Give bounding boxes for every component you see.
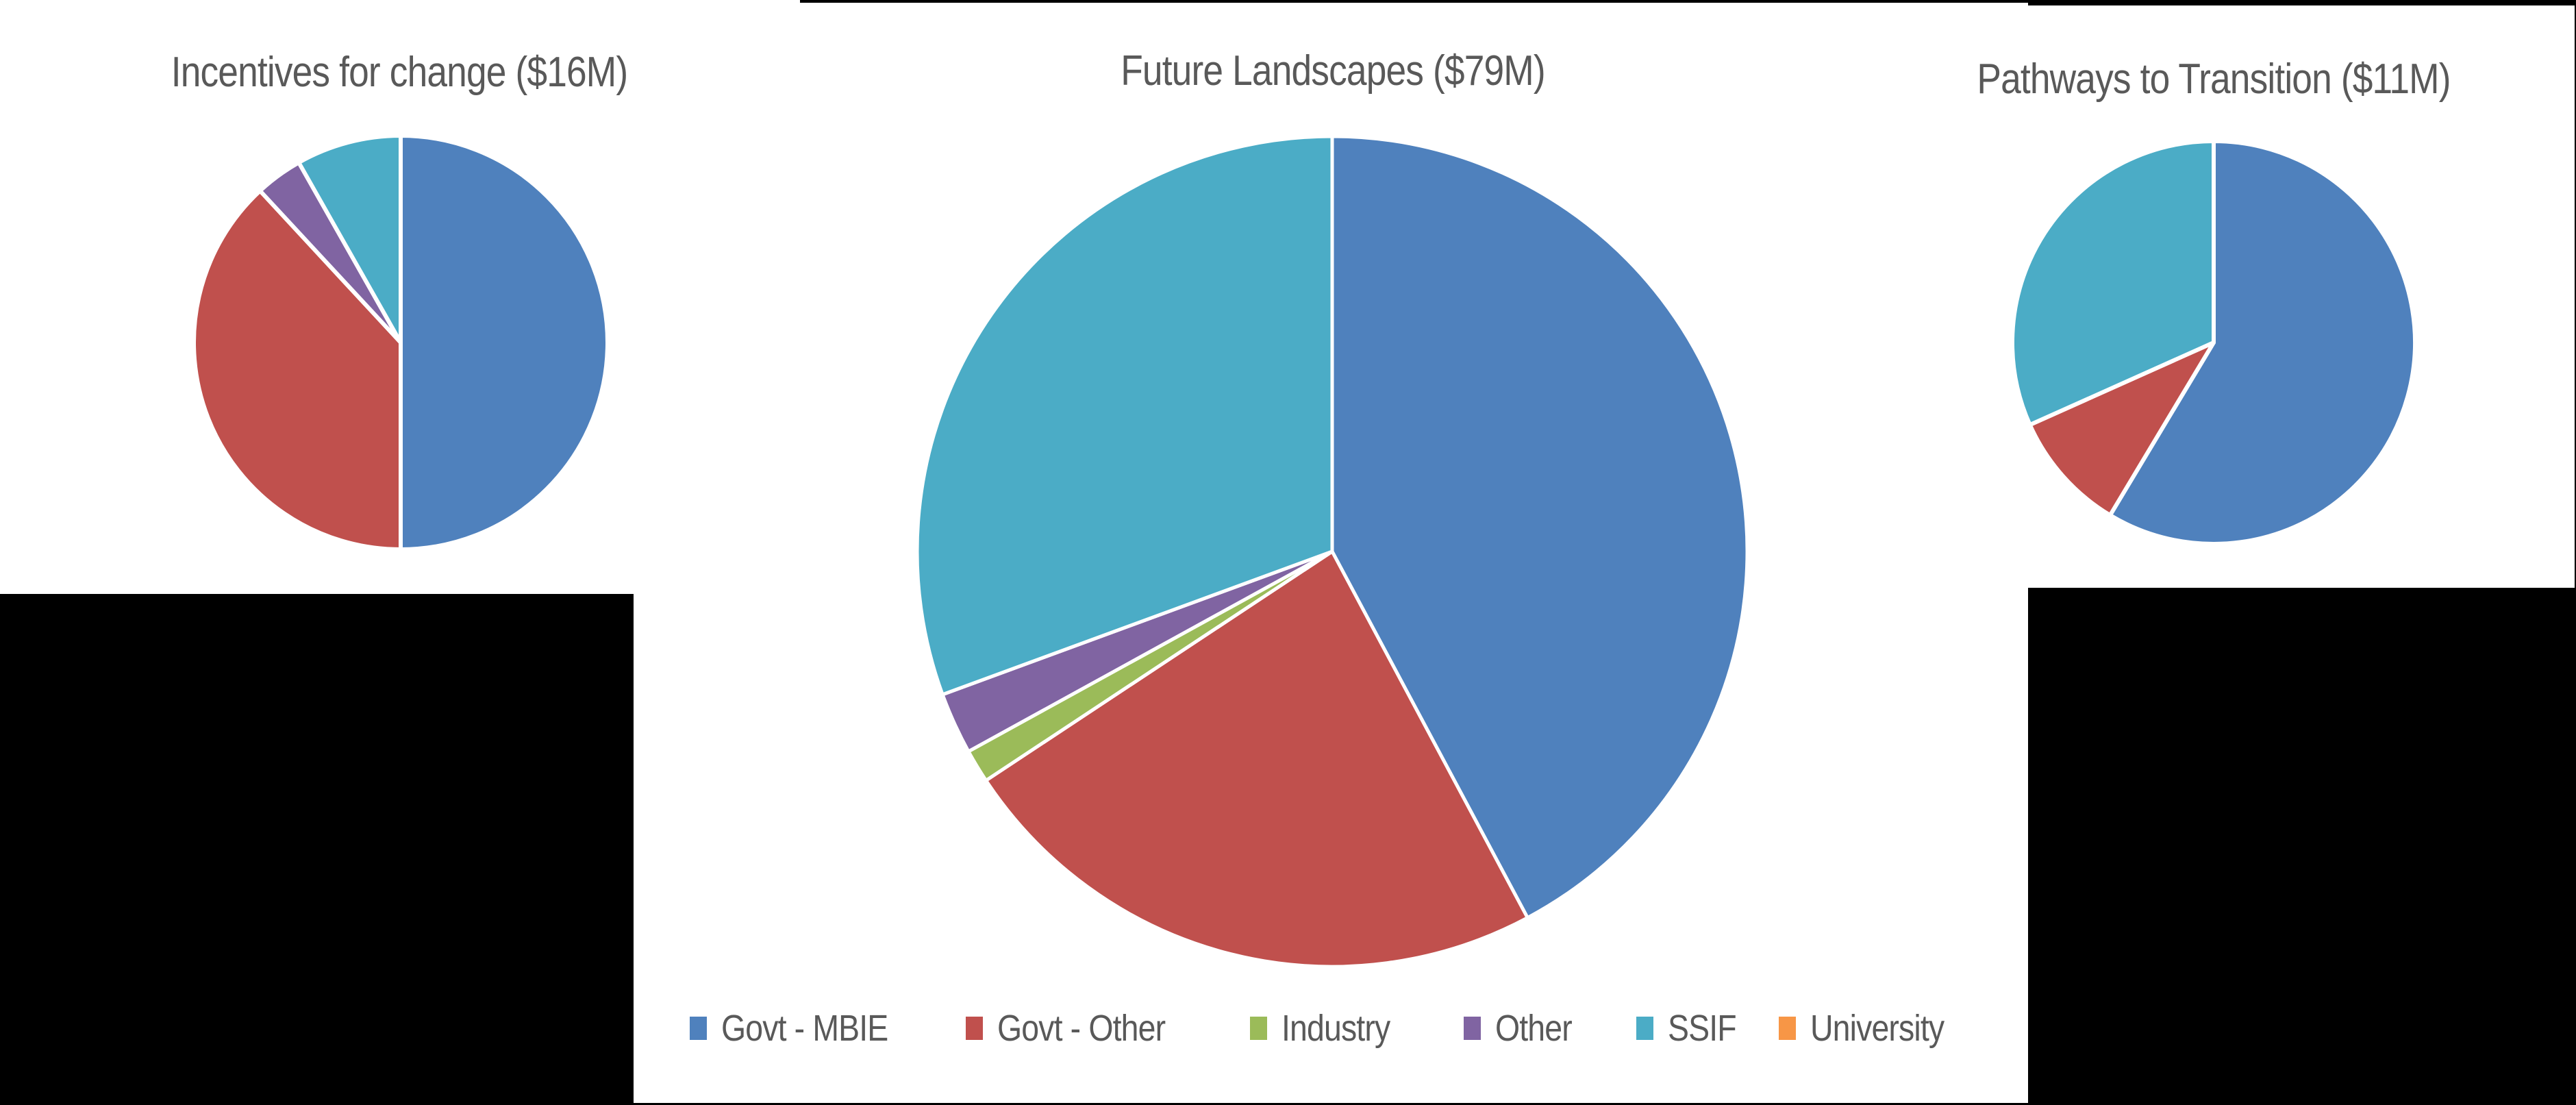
legend-swatch-icon [1250, 1017, 1267, 1040]
legend-label: Industry [1281, 1008, 1390, 1049]
legend-label: Other [1495, 1008, 1573, 1049]
pie-slice-ssif [915, 134, 1334, 697]
legend-label: SSIF [1668, 1008, 1737, 1049]
top-border-strip-right [2028, 0, 2576, 5]
legend-swatch-icon [1464, 1017, 1481, 1040]
right-border-strip [2575, 0, 2576, 1105]
pie-slice-govt-mbie [2108, 139, 2417, 546]
pie-slice-ssif [2010, 139, 2216, 427]
legend-item-university: University [1779, 1004, 1966, 1052]
legend-item-other: Other [1464, 1004, 1584, 1052]
pie-slice-govt-other [192, 188, 403, 551]
pie-slice-govt-other [2027, 340, 2216, 518]
legend-swatch-icon [690, 1017, 707, 1040]
legend-item-govt-other: Govt - Other [966, 1004, 1192, 1052]
legend-swatch-icon [966, 1017, 983, 1040]
chart-title-future-landscapes: Future Landscapes ($79M) [1121, 47, 1545, 95]
top-border-strip [800, 0, 2028, 3]
legend-label: University [1810, 1008, 1944, 1049]
legend-item-industry: Industry [1250, 1004, 1408, 1052]
legend-swatch-icon [1636, 1017, 1653, 1040]
legend-label: Govt - Other [997, 1008, 1166, 1049]
chart-title-incentives: Incentives for change ($16M) [171, 49, 628, 96]
legend-item-ssif: SSIF [1636, 1004, 1747, 1052]
pie-slice-govt-mbie [1330, 134, 1749, 920]
pie-slice-ssif [297, 134, 403, 345]
pie-slice-govt-mbie [399, 134, 610, 551]
chart-title-pathways: Pathways to Transition ($11M) [1977, 55, 2451, 103]
legend-swatch-icon [1779, 1017, 1796, 1040]
legend-item-govt-mbie: Govt - MBIE [690, 1004, 915, 1052]
legend-label: Govt - MBIE [721, 1008, 888, 1049]
pie-slice-govt-other [984, 549, 1529, 969]
